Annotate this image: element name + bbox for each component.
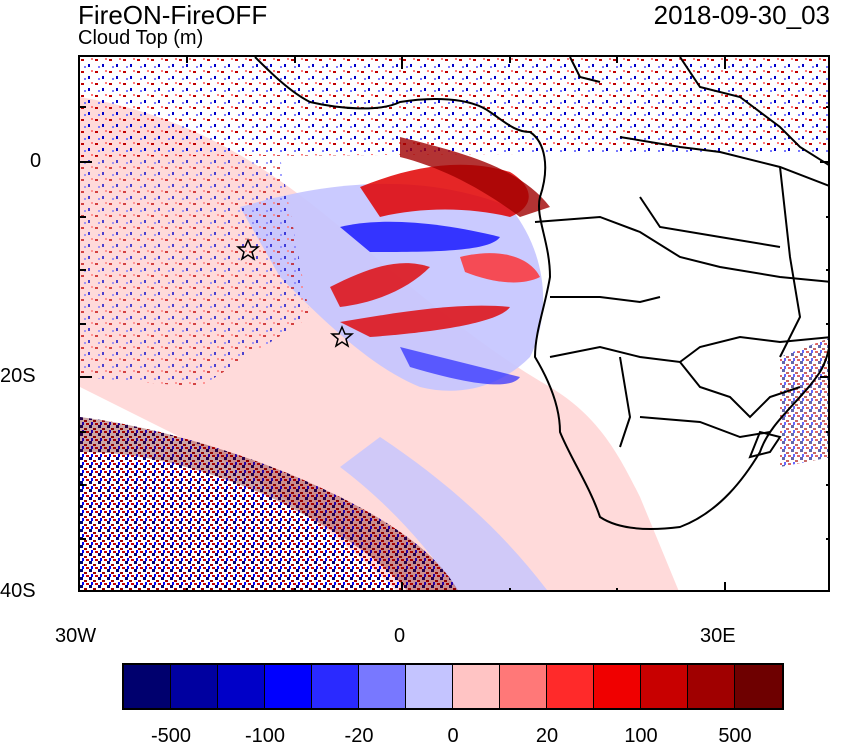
colorbar-swatch [359,665,406,708]
colorbar-swatch [406,665,453,708]
colorbar-tick-label: -100 [244,725,286,747]
y-tick-label: 40S [0,580,36,602]
map-title: FireON-FireOFF [78,0,268,30]
y-tick-label: 0 [30,150,42,172]
colorbar-tick-label: 100 [624,725,658,747]
colorbar-swatch [641,665,688,708]
star-markers [235,238,355,348]
colorbar-swatch [171,665,218,708]
colorbar-swatch [312,665,359,708]
x-tick-label: 30E [700,625,736,647]
x-tick-label: 0 [394,625,406,647]
colorbar-swatch [547,665,594,708]
star-marker-south [329,325,355,348]
colorbar [122,663,784,710]
tick-marks [80,57,828,590]
colorbar-tick-label: -20 [344,725,374,747]
colorbar-swatch [453,665,500,708]
variable-label: Cloud Top (m) [78,27,204,49]
timestamp-label: 2018-09-30_03 [653,0,830,30]
colorbar-swatch [688,665,735,708]
map-panel [78,55,830,592]
colorbar-tick-label: -500 [150,725,192,747]
map-canvas [80,57,828,590]
colorbar-swatch [218,665,265,708]
colorbar-swatch [500,665,547,708]
x-tick-label: 30W [55,625,97,647]
star-marker-north [235,238,261,261]
colorbar-swatch [735,665,782,708]
colorbar-swatch [594,665,641,708]
coastlines [254,57,828,530]
cloud-field-strong [80,137,828,590]
colorbar-tick-label: 500 [718,725,752,747]
colorbar-swatch [265,665,312,708]
colorbar-tick-label: 0 [447,725,459,747]
colorbar-tick-label: 20 [535,725,559,747]
colorbar-swatch [124,665,171,708]
y-tick-label: 20S [0,365,36,387]
